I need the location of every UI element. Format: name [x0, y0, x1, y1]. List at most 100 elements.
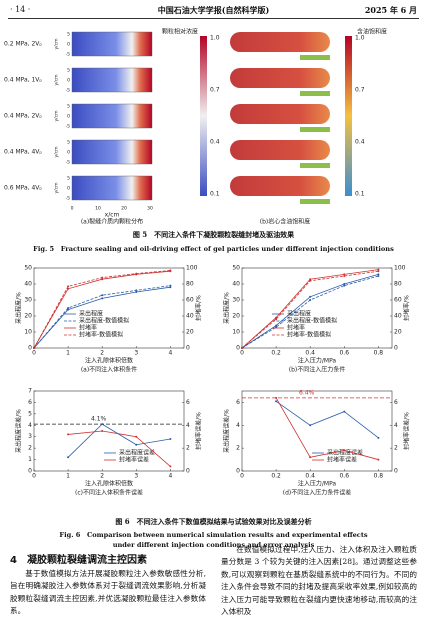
x-axis-label: 注入压力/MPa: [298, 480, 337, 488]
y2-tick-label: 100: [394, 265, 406, 272]
x-axis-label: 注入压力/MPa: [298, 357, 337, 365]
x-tick-label: 0.2: [271, 350, 281, 357]
data-point: [241, 347, 243, 349]
y-tick-label: 1: [28, 456, 32, 463]
row-label: 0.4 MPa, 2Vₚ: [4, 113, 42, 120]
y2-tick-label: 100: [186, 265, 198, 272]
y-label: y/cm: [54, 110, 60, 121]
data-point: [169, 438, 172, 440]
data-point: [377, 268, 380, 271]
core-slice: [300, 55, 330, 60]
y-tick-label: 0: [236, 345, 240, 352]
x-tick-label: 0.4: [305, 350, 315, 357]
paragraph: 在数值模拟过程中,注入压力、注入体积及注入颗粒质量分数是 3 个较为关键的注入因…: [221, 545, 417, 617]
x-tick-label: 0.8: [374, 350, 384, 357]
x-tick: 0: [71, 206, 74, 212]
x-axis-label: 注入孔隙体积倍数: [85, 480, 133, 488]
legend-label: 封堵率: [79, 324, 97, 332]
data-point: [135, 289, 138, 292]
particle-map: [71, 103, 153, 129]
y-tick-label: 40: [24, 281, 32, 288]
series-line: [275, 400, 379, 439]
y-tick-label: 6: [28, 399, 32, 406]
y-label: y/cm: [54, 74, 60, 85]
data-point: [343, 449, 346, 452]
y-tick: 5: [67, 176, 70, 182]
y2-tick-label: 60: [186, 297, 194, 304]
data-point: [275, 400, 278, 403]
data-point: [275, 396, 278, 399]
data-point: [343, 273, 346, 276]
core: [230, 176, 330, 196]
annotation: 4.1%: [91, 416, 107, 423]
data-point: [309, 299, 312, 301]
colorbar-tick: 0.1: [355, 191, 365, 198]
plot-frame: [241, 390, 393, 472]
y-tick: 5: [67, 104, 70, 110]
colorbar-tick: 0.7: [355, 87, 365, 94]
colorbar-label: 含油饱和度: [357, 28, 387, 36]
caption: 图 5 不同注入条件下凝胶颗粒裂缝封堵及驱油效果: [132, 230, 295, 239]
data-point: [309, 456, 312, 459]
x-tick-label: 4: [168, 473, 172, 480]
y-tick-label: 0: [28, 468, 32, 475]
data-point: [343, 283, 346, 285]
data-point: [101, 423, 104, 426]
plot-frame: [33, 390, 185, 472]
y-axis-label: 采出程度误差/%: [223, 409, 231, 453]
y2-tick-label: 40: [186, 313, 194, 320]
legend-label: 封堵率-数值模拟: [287, 331, 331, 339]
data-point: [377, 436, 380, 439]
data-point: [275, 318, 278, 321]
y2-tick-label: 6: [186, 399, 190, 406]
y-tick: 5: [67, 140, 70, 146]
y-tick: -5: [66, 124, 71, 130]
x-tick-label: 2: [100, 350, 104, 357]
colorbar-tick: 0.4: [355, 139, 365, 146]
x-tick-label: 1: [66, 473, 70, 480]
y2-tick-label: 20: [394, 329, 402, 336]
caption-en: Fig. 6 Comparison between numerical simu…: [59, 531, 368, 549]
x-tick-label: 3: [134, 350, 138, 357]
data-point: [33, 347, 35, 349]
annotation: 6.4%: [299, 389, 315, 396]
y-tick-label: 20: [24, 313, 32, 320]
legend-label: 封堵率: [287, 324, 305, 332]
row-label: 0.6 MPa, 4Vₚ: [4, 185, 42, 192]
data-point: [377, 275, 380, 277]
x-tick-label: 0.4: [305, 473, 315, 480]
data-point: [67, 456, 70, 459]
data-point: [135, 272, 138, 275]
x-tick-label: 0: [240, 350, 244, 357]
y-tick-label: 30: [24, 297, 32, 304]
y-tick: 0: [67, 42, 70, 48]
x-tick-label: 0: [240, 473, 244, 480]
y-tick-label: 6: [236, 399, 240, 406]
x-tick-label: 3: [134, 473, 138, 480]
caption-en: Fig. 5 Fracture sealing and oil-driving …: [33, 245, 394, 253]
y-tick-label: 0: [28, 345, 32, 352]
series-line: [275, 397, 379, 460]
subcaption: (a)不同注入体积条件: [81, 366, 137, 374]
x-tick: 30: [147, 206, 153, 212]
y-tick-label: 20: [232, 313, 240, 320]
legend-label: 封堵率误差: [119, 456, 149, 464]
particle-map: [71, 175, 153, 201]
y-tick: 0: [67, 114, 70, 120]
series-line: [68, 430, 171, 467]
y-tick-label: 10: [24, 329, 32, 336]
y2-tick-label: 80: [394, 281, 402, 288]
data-point: [101, 430, 104, 432]
colorbar: [345, 36, 352, 196]
row-label: 0.4 MPa, 1Vₚ: [4, 77, 42, 84]
series-line: [67, 423, 171, 458]
colorbar-tick: 1.0: [355, 35, 365, 42]
y2-tick-label: 20: [186, 329, 194, 336]
plot-frame: [241, 267, 393, 349]
x-tick-label: 0: [32, 473, 36, 480]
core: [230, 32, 330, 52]
data-point: [343, 410, 346, 413]
y-label: y/cm: [54, 146, 60, 157]
y-tick-label: 4: [236, 422, 240, 429]
